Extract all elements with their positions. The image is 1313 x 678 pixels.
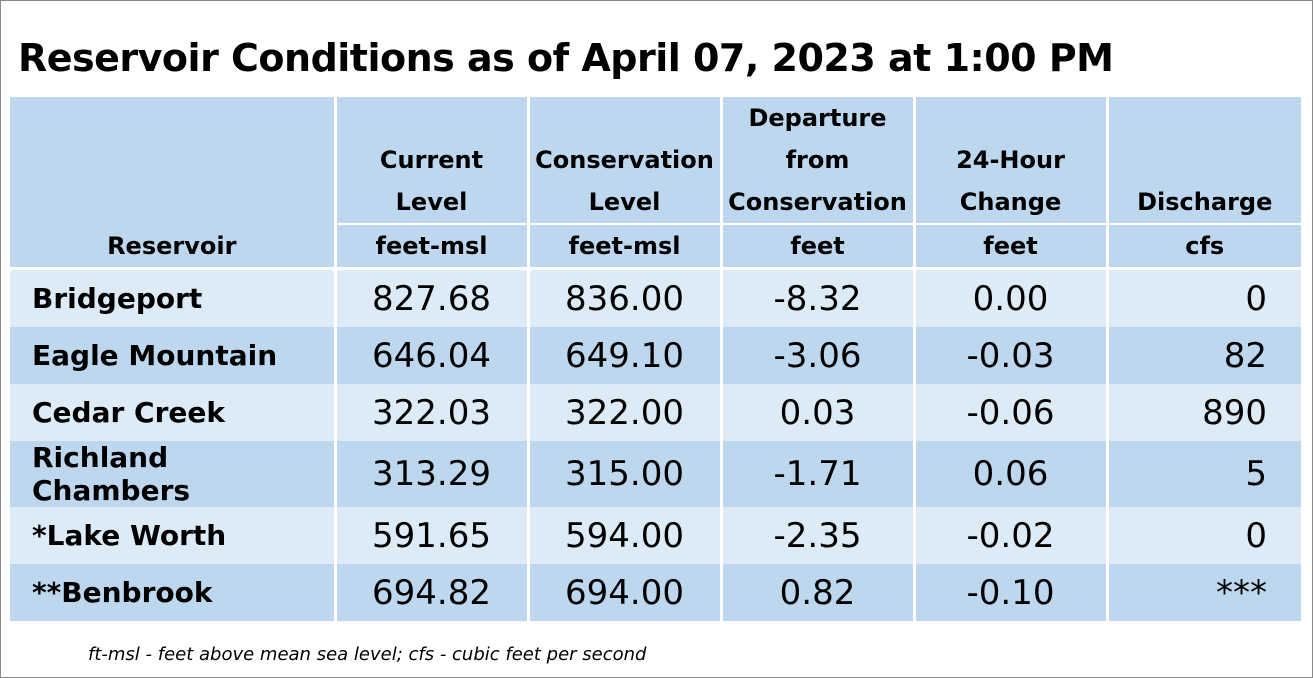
departure-cell: -2.35	[721, 507, 916, 564]
footnote: ft-msl - feet above mean sea level; cfs …	[88, 644, 647, 665]
table-row: **Benbrook 694.82 694.00 0.82 -0.10 ***	[10, 564, 1301, 621]
conservation-level-cell: 649.10	[528, 327, 723, 384]
conservation-level-cell: 315.00	[528, 441, 723, 507]
reservoir-name: *Lake Worth	[10, 507, 337, 564]
discharge-cell: 890	[1107, 384, 1301, 441]
unit-conservation-level: feet-msl	[528, 223, 723, 269]
current-level-cell: 694.82	[335, 564, 530, 621]
conservation-level-cell: 322.00	[528, 384, 723, 441]
current-level-cell: 591.65	[335, 507, 530, 564]
change-24h-cell: -0.06	[914, 384, 1109, 441]
column-header-discharge: Discharge	[1107, 97, 1301, 224]
conservation-level-cell: 594.00	[528, 507, 723, 564]
unit-24-hour-change: feet	[914, 223, 1109, 269]
column-header-current-level: Current Level	[335, 97, 530, 224]
page-title: Reservoir Conditions as of April 07, 202…	[18, 36, 1114, 80]
header-label: Conservation	[728, 188, 907, 216]
change-24h-cell: 0.06	[914, 441, 1109, 507]
header-label: Conservation	[535, 146, 714, 174]
discharge-cell: ***	[1107, 564, 1301, 621]
change-24h-cell: -0.10	[914, 564, 1109, 621]
header-label: Current	[379, 146, 484, 174]
header-label: Reservoir	[107, 232, 237, 260]
current-level-cell: 313.29	[335, 441, 530, 507]
column-header-reservoir: Reservoir	[10, 97, 337, 269]
conservation-level-cell: 694.00	[528, 564, 723, 621]
column-header-departure: Departure from Conservation	[721, 97, 916, 224]
change-24h-cell: -0.03	[914, 327, 1109, 384]
table-row: Cedar Creek 322.03 322.00 0.03 -0.06 890	[10, 384, 1301, 441]
header-label: Discharge	[1137, 188, 1273, 216]
discharge-cell: 0	[1107, 507, 1301, 564]
column-header-conservation-level: Conservation Level	[528, 97, 723, 224]
discharge-cell: 0	[1107, 267, 1301, 327]
header-label: Level	[588, 188, 661, 216]
column-header-24-hour-change: 24-Hour Change	[914, 97, 1109, 224]
header-row-units: feet-msl feet-msl feet feet cfs	[10, 223, 1301, 269]
header-label: from	[785, 146, 850, 174]
unit-discharge: cfs	[1107, 223, 1301, 269]
table-row: Bridgeport 827.68 836.00 -8.32 0.00 0	[10, 267, 1301, 327]
reservoir-name: Eagle Mountain	[10, 327, 337, 384]
header-label: 24-Hour	[956, 146, 1065, 174]
discharge-cell: 5	[1107, 441, 1301, 507]
conservation-level-cell: 836.00	[528, 267, 723, 327]
departure-cell: -8.32	[721, 267, 916, 327]
current-level-cell: 646.04	[335, 327, 530, 384]
discharge-cell: 82	[1107, 327, 1301, 384]
reservoir-name: Bridgeport	[10, 267, 337, 327]
reservoir-table: Reservoir Current Level Conservation Lev…	[10, 97, 1301, 621]
reservoir-name: **Benbrook	[10, 564, 337, 621]
departure-cell: -1.71	[721, 441, 916, 507]
unit-current-level: feet-msl	[335, 223, 530, 269]
table-row: Eagle Mountain 646.04 649.10 -3.06 -0.03…	[10, 327, 1301, 384]
current-level-cell: 322.03	[335, 384, 530, 441]
current-level-cell: 827.68	[335, 267, 530, 327]
header-label: Change	[959, 188, 1062, 216]
departure-cell: 0.82	[721, 564, 916, 621]
departure-cell: 0.03	[721, 384, 916, 441]
header-row-labels: Reservoir Current Level Conservation Lev…	[10, 97, 1301, 269]
unit-departure: feet	[721, 223, 916, 269]
change-24h-cell: 0.00	[914, 267, 1109, 327]
header-label: Departure	[748, 104, 887, 132]
header-label: Level	[395, 188, 468, 216]
table-row: Richland Chambers 313.29 315.00 -1.71 0.…	[10, 441, 1301, 507]
reservoir-name: Cedar Creek	[10, 384, 337, 441]
reservoir-name: Richland Chambers	[10, 441, 337, 507]
departure-cell: -3.06	[721, 327, 916, 384]
change-24h-cell: -0.02	[914, 507, 1109, 564]
table-row: *Lake Worth 591.65 594.00 -2.35 -0.02 0	[10, 507, 1301, 564]
